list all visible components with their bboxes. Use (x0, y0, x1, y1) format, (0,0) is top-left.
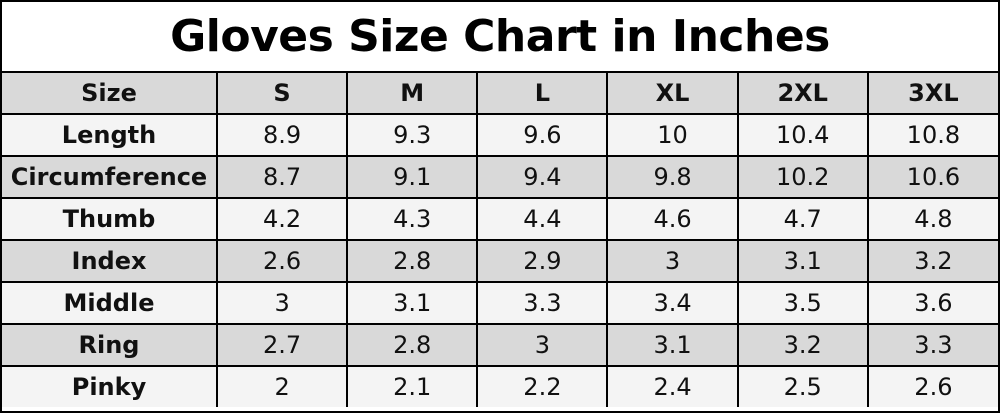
cell: 9.1 (346, 155, 479, 199)
cell: 9.6 (476, 113, 609, 157)
cell: 2.8 (346, 323, 479, 367)
cell: 10 (606, 113, 739, 157)
cell: 9.8 (606, 155, 739, 199)
cell: 4.7 (736, 197, 869, 241)
cell: 9.4 (476, 155, 609, 199)
cell: 3.1 (346, 281, 479, 325)
table-row: Length 8.9 9.3 9.6 10 10.4 10.8 (2, 113, 998, 157)
column-header: L (476, 73, 609, 115)
cell: 2.5 (736, 365, 869, 407)
column-header: M (346, 73, 479, 115)
cell: 8.9 (215, 113, 349, 157)
title: Gloves Size Chart in Inches (2, 2, 998, 73)
cell: 10.4 (736, 113, 869, 157)
cell: 2.8 (346, 239, 479, 283)
column-header: 2XL (736, 73, 869, 115)
cell: 3.4 (606, 281, 739, 325)
cell: 2.9 (476, 239, 609, 283)
column-header: 3XL (866, 73, 998, 115)
row-label: Length (2, 113, 218, 157)
cell: 4.2 (215, 197, 349, 241)
cell: 2 (215, 365, 349, 407)
row-label: Circumference (2, 155, 218, 199)
cell: 3 (606, 239, 739, 283)
cell: 3.3 (476, 281, 609, 325)
table-row: Circumference 8.7 9.1 9.4 9.8 10.2 10.6 (2, 155, 998, 199)
table-row: Thumb 4.2 4.3 4.4 4.6 4.7 4.8 (2, 197, 998, 241)
cell: 3.5 (736, 281, 869, 325)
table-row: Index 2.6 2.8 2.9 3 3.1 3.2 (2, 239, 998, 283)
cell: 2.1 (346, 365, 479, 407)
cell: 4.8 (866, 197, 998, 241)
cell: 4.3 (346, 197, 479, 241)
cell: 2.4 (606, 365, 739, 407)
column-header: XL (606, 73, 739, 115)
row-label: Index (2, 239, 218, 283)
cell: 3 (215, 281, 349, 325)
cell: 2.6 (215, 239, 349, 283)
cell: 3.2 (736, 323, 869, 367)
cell: 4.6 (606, 197, 739, 241)
cell: 10.8 (866, 113, 998, 157)
cell: 2.2 (476, 365, 609, 407)
row-label: Middle (2, 281, 218, 325)
table-row: Pinky 2 2.1 2.2 2.4 2.5 2.6 (2, 365, 998, 407)
table-row: Ring 2.7 2.8 3 3.1 3.2 3.3 (2, 323, 998, 367)
cell: 10.6 (866, 155, 998, 199)
row-label: Thumb (2, 197, 218, 241)
cell: 2.6 (866, 365, 998, 407)
row-label: Pinky (2, 365, 218, 407)
cell: 3.1 (606, 323, 739, 367)
cell: 4.4 (476, 197, 609, 241)
cell: 8.7 (215, 155, 349, 199)
table-row: Middle 3 3.1 3.3 3.4 3.5 3.6 (2, 281, 998, 325)
column-header: S (215, 73, 349, 115)
cell: 3.6 (866, 281, 998, 325)
cell: 2.7 (215, 323, 349, 367)
cell: 10.2 (736, 155, 869, 199)
cell: 3.3 (866, 323, 998, 367)
cell: 3.2 (866, 239, 998, 283)
header-row: Size S M L XL 2XL 3XL (2, 73, 998, 115)
size-table: Size S M L XL 2XL 3XL Length 8.9 9.3 9.6 10 10.4 10.8… (2, 73, 998, 407)
column-header: Size (2, 73, 218, 115)
cell: 9.3 (346, 113, 479, 157)
cell: 3.1 (736, 239, 869, 283)
cell: 3 (476, 323, 609, 367)
row-label: Ring (2, 323, 218, 367)
